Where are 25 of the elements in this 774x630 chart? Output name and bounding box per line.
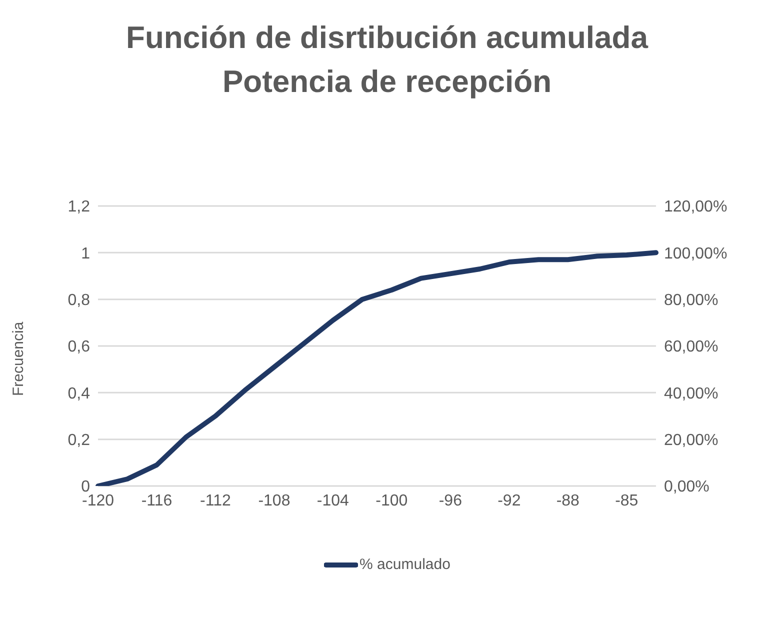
x-tick-label: -88 <box>556 492 580 510</box>
y-tick-label: 0,6 <box>68 338 90 356</box>
x-tick-label: -108 <box>258 492 290 510</box>
y2-tick-label: 20,00% <box>664 432 718 450</box>
y2-tick-label: 100,00% <box>664 245 728 262</box>
y-axis-title: Frecuencia <box>10 322 27 396</box>
y2-tick-label: 40,00% <box>664 385 718 402</box>
legend-label: % acumulado <box>358 556 450 573</box>
y2-tick-label: 80,00% <box>664 292 718 310</box>
x-tick-label: -112 <box>200 492 231 510</box>
chart-title: Función de disrtibución acumulada Potencia de recepción <box>125 19 650 101</box>
y-tick-label: 0,8 <box>68 292 90 310</box>
y-tick-label: 0,2 <box>68 432 90 450</box>
y-tick-label: 1 <box>81 245 90 262</box>
x-tick-label: -100 <box>376 492 408 510</box>
x-tick-label: -104 <box>316 492 350 510</box>
y2-tick-label: 0,00% <box>664 478 710 496</box>
x-tick-label: -92 <box>498 492 521 510</box>
y2-tick-label: 120,00% <box>664 198 728 216</box>
x-tick-label: -85 <box>615 492 638 510</box>
x-tick-label: -96 <box>438 492 462 510</box>
y-tick-label: 1,2 <box>68 198 90 216</box>
y2-tick-label: 60,00% <box>664 338 718 356</box>
y-tick-label: 0,4 <box>68 385 90 402</box>
x-tick-label: -116 <box>141 492 172 510</box>
